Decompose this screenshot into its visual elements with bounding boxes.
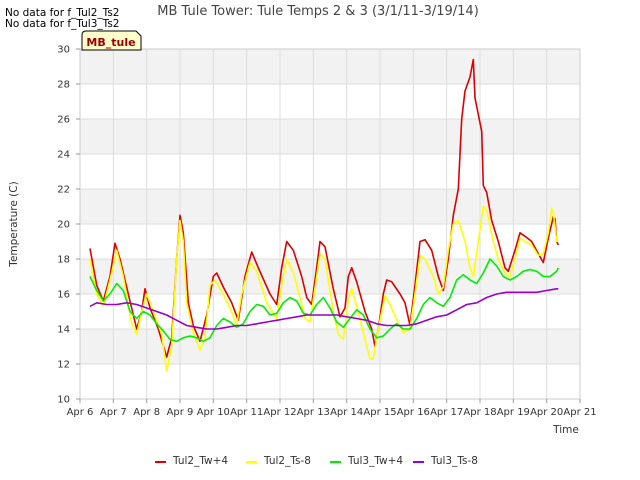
- gridlines: [79, 48, 581, 400]
- y-axis: 10 12 14 16 18 20 22 24 26 28 30: [57, 45, 80, 406]
- y-tick-label: 26: [57, 115, 70, 126]
- x-tick-label: Apr 17: [430, 407, 463, 418]
- plot-band: [80, 189, 580, 224]
- plot-band: [80, 329, 580, 364]
- plot-band: [80, 49, 580, 84]
- x-tick-label: Apr 10: [197, 407, 230, 418]
- y-tick-label: 30: [57, 45, 70, 56]
- y-tick-label: 24: [57, 150, 70, 161]
- x-tick-label: Apr 15: [363, 407, 396, 418]
- no-data-note-2: No data for f_Tul3_Ts2: [5, 18, 120, 30]
- legend-label: Tul2_Tw+4: [172, 455, 228, 467]
- x-tick-label: Apr 20: [530, 407, 563, 418]
- x-tick-label: Apr 9: [167, 407, 194, 418]
- x-tick-label: Apr 18: [463, 407, 496, 418]
- x-tick-label: Apr 11: [230, 407, 263, 418]
- y-tick-label: 22: [57, 185, 70, 196]
- series-line-2: [89, 205, 559, 372]
- x-axis: Apr 6 Apr 7 Apr 8 Apr 9 Apr 10 Apr 11 Apr 12 Ap…: [67, 399, 597, 418]
- legend-label: Tul2_Ts-8: [263, 455, 311, 467]
- x-tick-label: Apr 8: [133, 407, 160, 418]
- x-tick-label: Apr 12: [263, 407, 296, 418]
- legend-label: Tul3_Ts-8: [430, 455, 478, 467]
- no-data-note-1: No data for f_Tul2_Ts2: [5, 7, 120, 19]
- legend: Tul2_Tw+4 Tul2_Ts-8 Tul3_Tw+4 Tul3_Ts-8: [155, 455, 478, 467]
- legend-label: Tul3_Tw+4: [347, 455, 403, 467]
- x-axis-label: Time: [552, 424, 579, 436]
- x-tick-label: Apr 14: [330, 407, 363, 418]
- y-tick-label: 12: [57, 360, 70, 371]
- chart-title: MB Tule Tower: Tule Temps 2 & 3 (3/1/11-…: [157, 4, 479, 19]
- x-tick-label: Apr 6: [67, 407, 94, 418]
- y-tick-label: 14: [57, 325, 70, 336]
- y-tick-label: 16: [57, 290, 70, 301]
- series-line-3: [89, 258, 560, 343]
- y-axis-label: Temperature (C): [8, 181, 20, 267]
- x-tick-label: Apr 16: [397, 407, 430, 418]
- x-tick-label: Apr 7: [100, 407, 127, 418]
- y-tick-label: 18: [57, 255, 70, 266]
- plot-band: [80, 119, 580, 154]
- badge: MB_tule: [81, 30, 142, 51]
- badge-label: MB_tule: [86, 36, 135, 49]
- y-tick-label: 20: [57, 220, 70, 231]
- x-tick-label: Apr 21: [563, 407, 596, 418]
- y-tick-label: 28: [57, 80, 70, 91]
- x-tick-label: Apr 13: [297, 407, 330, 418]
- y-tick-label: 10: [57, 395, 70, 406]
- series-line-4: [89, 287, 559, 330]
- x-tick-label: Apr 19: [497, 407, 530, 418]
- series-lines: [89, 58, 560, 372]
